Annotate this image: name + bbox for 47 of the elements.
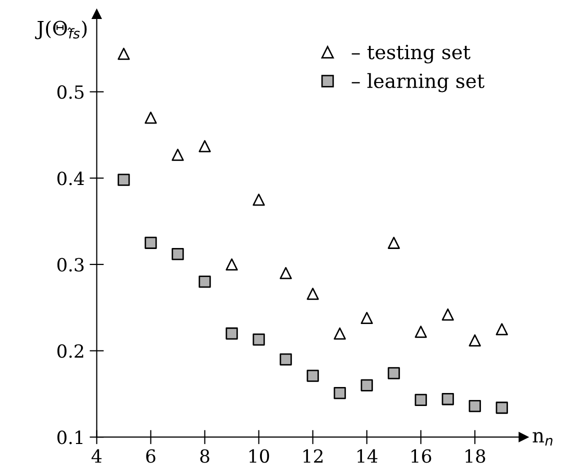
point	[334, 387, 346, 400]
point	[496, 402, 508, 414]
point	[252, 333, 265, 346]
point	[252, 194, 265, 206]
y-tick-label: 0.2	[57, 344, 84, 358]
legend-label: – learning set	[352, 73, 484, 92]
point	[118, 48, 130, 60]
point	[144, 112, 157, 124]
point	[388, 236, 400, 249]
point	[306, 288, 319, 300]
point	[198, 276, 211, 288]
point	[280, 267, 292, 280]
point	[118, 174, 130, 186]
x-tick-label: 12	[304, 449, 323, 463]
point	[468, 334, 481, 346]
x-tick-label: 4	[92, 449, 102, 463]
point	[414, 394, 427, 406]
point	[280, 353, 292, 366]
x-tick-label: 6	[146, 449, 156, 463]
point	[306, 370, 319, 382]
point	[360, 379, 373, 392]
point	[334, 327, 346, 340]
point	[442, 308, 454, 321]
point	[414, 326, 427, 338]
y-tick-label: 0.1	[57, 430, 82, 444]
point	[144, 236, 157, 249]
point	[226, 258, 238, 271]
y-tick-label: 0.4	[57, 172, 84, 186]
point	[172, 148, 184, 161]
y-tick-label: 0.3	[57, 258, 84, 272]
x-tick-label: 18	[466, 449, 486, 463]
point	[360, 312, 373, 324]
y-axis-title: J(Θ$_{f̂s}$)	[35, 20, 87, 40]
x-axis-title: n$_{n}$	[532, 432, 552, 446]
point	[496, 323, 508, 336]
x-tick-label: 14	[358, 449, 378, 463]
x-tick-label: 8	[200, 449, 210, 463]
point	[172, 248, 184, 260]
y-tick-label: 0.5	[57, 85, 84, 99]
legend-label: – testing set	[352, 44, 470, 64]
point	[198, 140, 211, 152]
point	[468, 400, 481, 412]
point	[226, 327, 238, 340]
x-tick-label: 16	[412, 449, 432, 463]
x-tick-label: 10	[250, 449, 270, 463]
point	[388, 367, 400, 380]
point	[442, 393, 454, 406]
